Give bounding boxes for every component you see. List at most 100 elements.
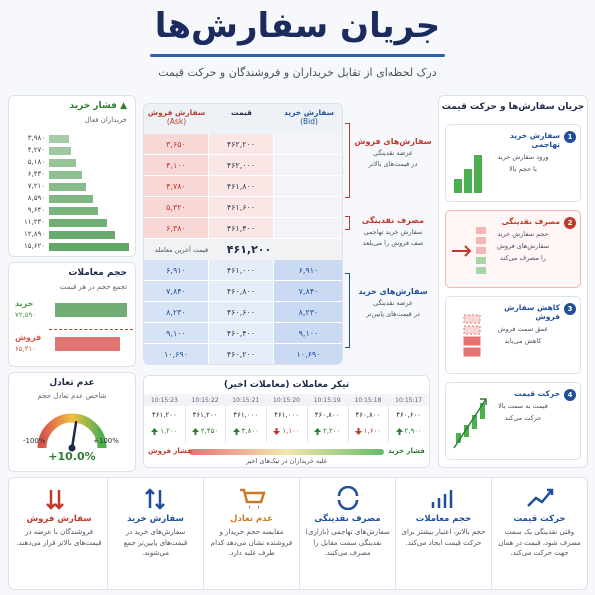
card: سفارش خرید سفارش‌های خرید در قیمت‌های پای… — [107, 478, 203, 591]
arrow — [273, 427, 281, 435]
trade-price: ۴۶۱,۲۰۰ — [192, 411, 218, 419]
subtitle: درک لحظه‌ای از تقابل خریداران و فروشندگا… — [158, 66, 437, 79]
trade-volume: ۲,۲۰۰ — [307, 425, 348, 437]
step-line: کاهش می‌یابد — [504, 337, 542, 345]
icon-block — [476, 227, 486, 234]
volume-text: ۲,۹۰۰ — [404, 427, 422, 435]
icon-block — [463, 325, 481, 335]
buy-pressure-panel: ▲ فشار خرید خریداران فعال ۳,۹۸۰ ۴,۲۷۰ ۵,۱۸… — [8, 95, 136, 257]
column-header: سفارش خرید (Bid) — [274, 108, 342, 126]
icon-arrow — [453, 398, 487, 449]
step-line: حرکت می‌کند — [504, 414, 542, 422]
panel-title: حجم معاملات — [68, 268, 127, 278]
bar — [49, 183, 86, 191]
step-title: سفارش خرید تهاجمی — [509, 131, 560, 149]
card: عدم تعادل مقایسه حجم خریدار و فروشنده نشا… — [203, 478, 299, 591]
trade-arrow — [314, 427, 322, 435]
trade-arrow — [395, 427, 403, 435]
icon-bar — [464, 169, 472, 193]
book-cell: ۴,۱۰۰ — [144, 155, 209, 176]
separator — [225, 396, 227, 442]
panel-title: ▲ فشار خرید — [69, 101, 127, 111]
bar-label: ۱۵,۶۲۰ — [23, 242, 45, 250]
step: 1 سفارش خرید تهاجمی ورود سفارش خرید با حجم … — [445, 124, 581, 202]
annotation-title: سفارش‌های فروش — [354, 137, 432, 146]
bar — [49, 135, 70, 143]
step-title: مصرف نقدینگی — [501, 217, 560, 226]
separator — [306, 396, 308, 442]
step-line: عمق سمت فروش — [497, 325, 549, 333]
step-number: 4 — [564, 389, 576, 401]
gauge-needle — [70, 421, 78, 450]
bar — [49, 219, 107, 227]
volume-panel: حجم معاملات تجمع حجم در هر قیمت خرید ۷۲,۵… — [8, 262, 136, 367]
trade-arrow — [232, 427, 240, 435]
book-cell: ۹,۱۰۰ — [144, 323, 209, 344]
bar — [55, 303, 127, 317]
bar — [49, 195, 93, 203]
card-text: فروشندگان با عرضه در قیمت‌های بالاتر قرا… — [16, 528, 102, 547]
title: جریان سفارش‌ها — [154, 6, 441, 46]
volume-text: ۱,۶۰۰ — [363, 427, 382, 435]
card-text: حجم بالاتر، اعتبار بیشتر برای حرکت قیمت … — [401, 528, 486, 547]
icon-candle — [472, 415, 477, 429]
trade-volume: ۱,۱۰۰ — [266, 425, 307, 437]
icon-block — [476, 237, 486, 244]
step-text: کاهش سفارش فروش عمق سمت فروش کاهش می‌یابد — [486, 303, 560, 345]
bar-label: ۷,۲۱۰ — [27, 182, 45, 190]
text: فشار خرید — [69, 101, 117, 111]
annotation-line: عرضه نقدینگی — [373, 149, 413, 157]
divider — [49, 329, 133, 330]
icon-block — [463, 314, 481, 324]
card-title: سفارش فروش — [26, 514, 92, 524]
header-en: (Bid) — [300, 117, 318, 126]
bar — [49, 243, 129, 251]
card: حجم معاملات حجم بالاتر، اعتبار بیشتر برای… — [395, 478, 491, 591]
step-number: 3 — [564, 303, 576, 315]
annotation-line: در قیمت‌های بالاتر — [368, 160, 418, 168]
annotation: مصرف نقدینگی سفارش خرید تهاجمی صف فروش را … — [353, 216, 433, 247]
panel-title: عدم تعادل — [49, 378, 95, 388]
icon-candle — [456, 433, 461, 443]
card-text: سفارش‌های تهاجمی (بازاری) نقدینگی سمت مق… — [305, 528, 390, 557]
annotation: سفارش‌های فروش عرضه نقدینگی در قیمت‌های با… — [353, 137, 433, 168]
ticker-panel: تیکر معاملات (معاملات اخیر) 10:15:23 ۴۶۱,… — [143, 375, 430, 468]
arrow — [395, 427, 403, 435]
step-line: سفارش‌های فروش — [496, 242, 550, 250]
header-text: سفارش خرید — [283, 108, 335, 117]
gauge-max: +100% — [93, 437, 119, 445]
step-text: مصرف نقدینگی حجم سفارش خرید سفارش‌های فروش… — [486, 217, 560, 262]
header-en: (Ask) — [166, 117, 187, 126]
trade-time: 10:15:18 — [347, 394, 389, 406]
separator — [388, 396, 390, 442]
card-text: مقایسه حجم خریدار و فروشنده نشان می‌دهد … — [210, 528, 293, 557]
panel-subtitle: تجمع حجم در هر قیمت — [59, 283, 127, 291]
annotation-line: سفارش خرید تهاجمی — [363, 228, 423, 236]
legend-label: خرید — [15, 299, 34, 308]
value-label: ۶۵,۳۱۰ — [15, 345, 37, 353]
book-cell: ۸,۲۳۰ — [144, 302, 209, 323]
gauge-arc — [37, 413, 107, 449]
gauge-min: -100% — [23, 437, 46, 445]
last-price: ۴۶۱,۲۰۰ — [226, 243, 272, 256]
card-title: عدم تعادل — [230, 514, 273, 524]
trade-arrow — [273, 427, 281, 435]
step-text: سفارش خرید تهاجمی ورود سفارش خرید با حجم ب… — [486, 131, 560, 173]
volume-text: ۳,۸۰۰ — [241, 427, 259, 435]
card: مصرف نقدینگی سفارش‌های تهاجمی (بازاری) نق… — [299, 478, 395, 591]
icon — [431, 490, 453, 508]
trade-price: ۴۶۰,۸۰۰ — [355, 411, 381, 419]
bar-label: ۴,۲۷۰ — [27, 146, 45, 154]
book-cell: ۸,۲۳۰ — [274, 302, 342, 323]
book-cell — [274, 218, 342, 239]
annotation-line: در قیمت‌های پایین‌تر — [366, 310, 420, 318]
order-book: سفارش فروش (Ask) قیمت سفارش خرید (Bid) ۳,۶۵۰ ۴… — [143, 103, 343, 365]
bar — [49, 171, 82, 179]
arrow — [191, 427, 199, 435]
step-icon — [453, 398, 487, 449]
trade-time: 10:15:17 — [388, 394, 429, 406]
icon — [337, 486, 359, 510]
book-cell — [274, 155, 342, 176]
column-header: سفارش فروش (Ask) — [144, 108, 209, 126]
annotation: سفارش‌های خرید عرضه نقدینگی در قیمت‌های پا… — [353, 287, 433, 318]
